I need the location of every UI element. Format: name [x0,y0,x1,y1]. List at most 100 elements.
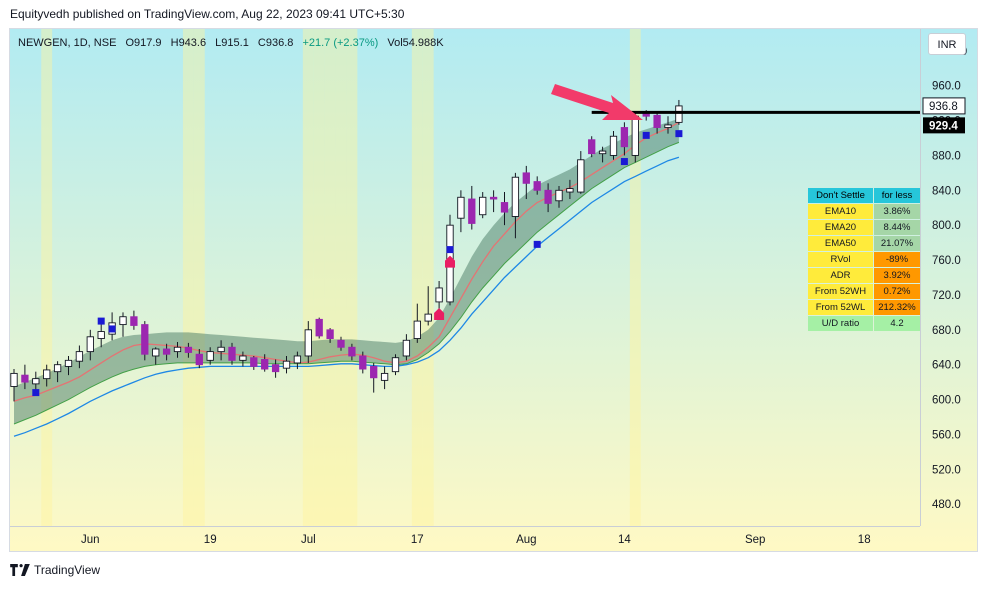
candle [479,192,487,219]
candle-body [413,320,421,339]
currency-button[interactable]: INR [928,33,966,55]
candle [609,131,618,160]
y-tick-label: 680.0 [932,325,961,337]
candle [228,342,236,365]
candle-body [468,198,476,224]
legend-change: +21.7 (+2.37%) [302,37,379,49]
candle [75,345,84,369]
candle-body [326,329,334,339]
stats-row: U/D ratio 4.2 [808,316,920,331]
candle-body [228,346,236,361]
candle-body [315,318,323,337]
candle-body [598,150,607,155]
chart-frame[interactable]: 480.0 520.0 560.0 600.0 640.0 680.0 720.0 760.0… [9,28,978,552]
legend-symbol[interactable]: NEWGEN, 1D, NSE [18,37,117,49]
candle [555,185,563,208]
stats-value: -89% [874,252,920,267]
x-tick-label: 17 [411,534,424,546]
signal-square-marker [97,317,105,325]
candle-body [500,202,509,213]
candle [457,190,465,233]
stats-value: 21.07% [874,236,920,251]
signal-up-arrow-marker [434,307,445,320]
candle-body [522,172,530,184]
stats-table: Don't Settle for less EMA10 3.86% EMA20 8.44%… [807,187,921,332]
candle-body [32,378,40,385]
y-tick-label: 600.0 [932,395,961,407]
stats-label: U/D ratio [808,316,873,331]
candle [64,355,73,376]
candle [141,321,149,361]
candle-body [195,353,203,366]
candle [489,190,498,213]
candle-body [271,364,280,373]
highlight-bar [182,29,194,526]
stats-value: 3.92% [874,268,920,283]
candle [359,351,367,374]
stats-value: 4.2 [874,316,920,331]
candle-body [675,105,683,123]
candle [370,362,378,393]
y-tick-label: 640.0 [932,360,961,372]
candle-body [544,189,552,204]
candle [53,361,62,383]
candle [588,136,596,158]
candle [653,111,661,134]
footer-brand[interactable]: TradingView [34,563,101,577]
x-tick-label: 19 [204,534,217,546]
candle-body [261,359,269,370]
signal-square-marker [620,158,628,166]
candle-body [239,355,247,361]
candle [348,343,356,361]
signal-square-marker [533,240,541,248]
highlight-bar [629,29,641,526]
stats-row: From 52WL 212.32% [808,300,920,315]
tradingview-logo-icon[interactable] [10,564,30,576]
footer: TradingView [10,563,100,577]
candle [250,355,258,370]
candle [293,351,302,370]
y-tick-label: 560.0 [932,429,961,441]
candle [43,364,51,387]
candle-body [511,176,520,217]
candle-body [206,351,214,361]
candle [162,343,171,361]
candle [500,192,509,226]
signal-up-arrow-marker [445,255,455,268]
candle-body [424,313,432,322]
candle-body [489,196,498,200]
candle [217,340,225,361]
candle-body [533,181,541,191]
last-price-label-box [922,97,966,115]
candle [152,347,160,365]
stats-row: ADR 3.92% [808,268,920,283]
highlight-bar [313,29,325,526]
candle [239,351,247,367]
highlight-bar [411,29,423,526]
stats-value: 212.32% [874,300,920,315]
candle-body [348,346,356,357]
highlight-bar [41,29,53,526]
highlight-bar [324,29,336,526]
stats-value: 3.86% [874,204,920,219]
stats-label: From 52WL [808,300,873,315]
candle [304,321,312,363]
candle [598,146,607,163]
candle-body [75,351,84,362]
candle [544,183,552,213]
legend-low: L915.1 [215,37,249,49]
candle-body [184,346,193,353]
y-tick-label: 760.0 [932,255,961,267]
candle-body [479,196,487,216]
signal-square-marker [675,130,683,138]
legend-open: O917.9 [125,37,162,49]
stats-row: RVol -89% [808,252,920,267]
candle-body [370,365,378,379]
highlight-bar [335,29,347,526]
candle [130,310,138,330]
candle-body [293,355,302,364]
signal-square-marker [32,389,40,397]
y-tick-label: 720.0 [932,290,961,302]
candle-body [130,316,138,326]
legend-volume: Vol54.988K [387,37,444,49]
